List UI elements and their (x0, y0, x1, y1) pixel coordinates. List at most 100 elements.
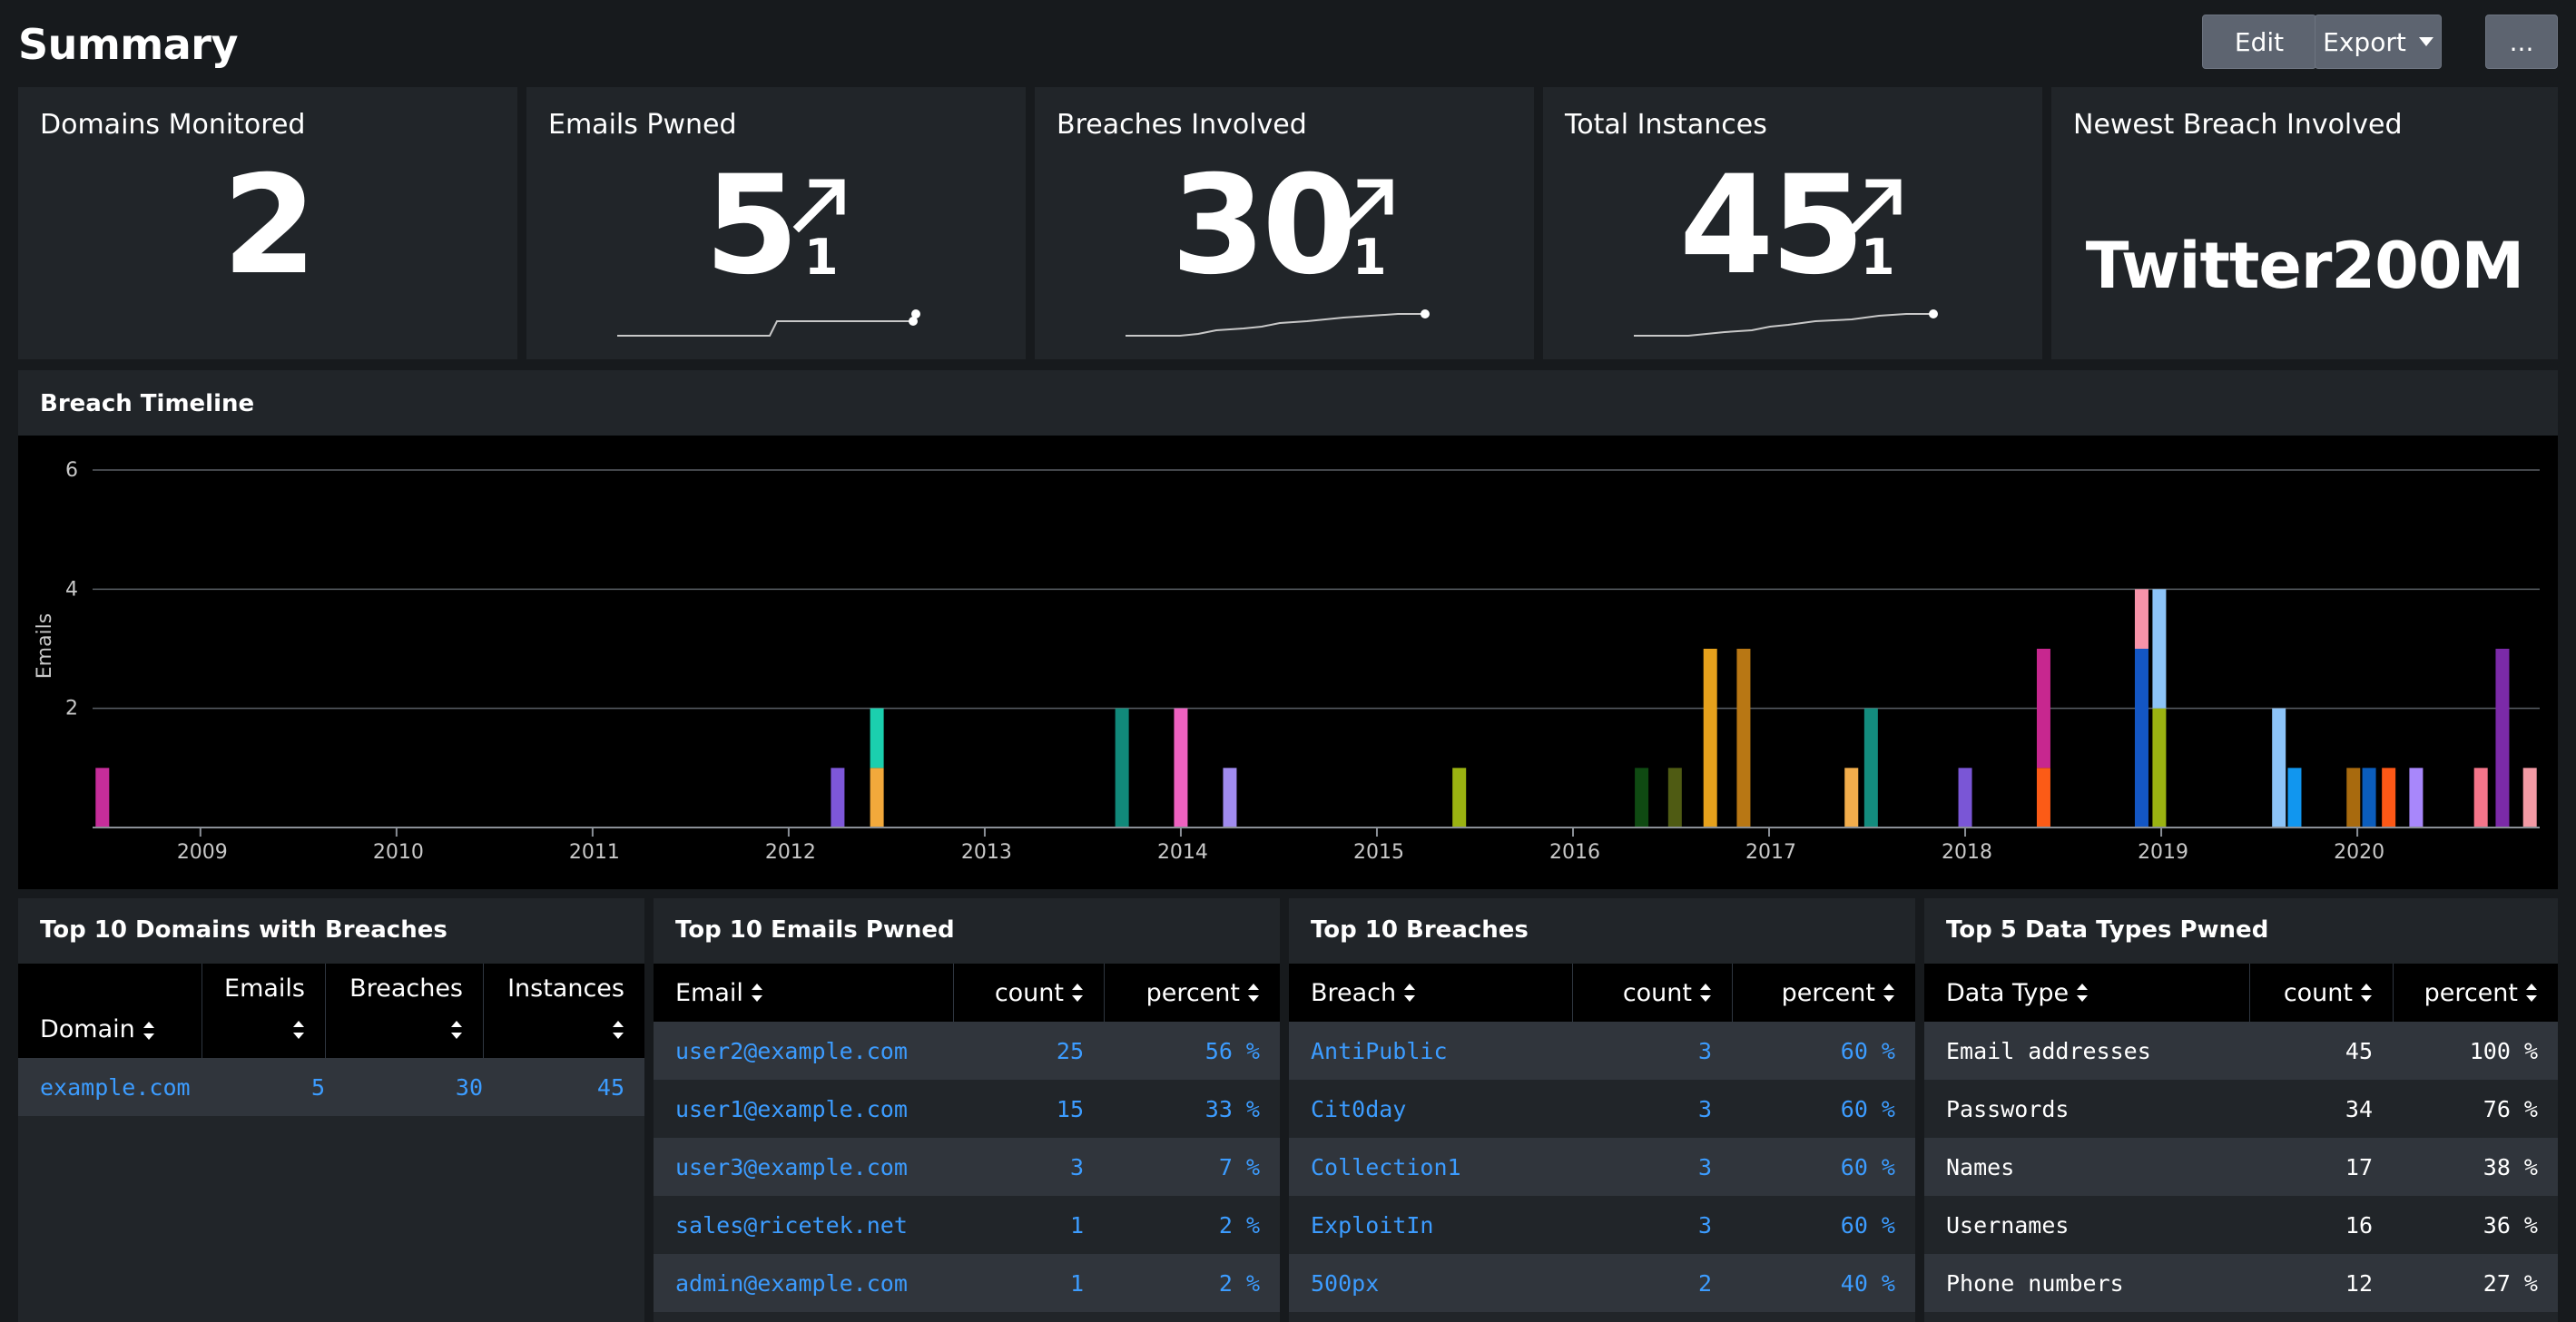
kpi-value: 30 (1171, 147, 1357, 305)
count-cell[interactable]: 15 (1056, 1095, 1084, 1122)
percent-cell[interactable]: 7 % (1218, 1153, 1260, 1180)
percent-cell[interactable]: 56 % (1204, 1037, 1260, 1064)
table-row[interactable]: 500px 2 40 % (1289, 1254, 1915, 1312)
timeline-bar (1703, 649, 1717, 827)
trend-up-arrow-icon (792, 179, 845, 232)
count-cell[interactable]: 1 (1069, 1269, 1084, 1297)
timeline-bar (870, 768, 884, 827)
count-cell[interactable]: 3 (1697, 1037, 1712, 1064)
kpi-title: Breaches Involved (1057, 109, 1307, 141)
email-cell[interactable]: user3@example.com (675, 1153, 908, 1180)
table-row: Usernames 16 36 % (1924, 1196, 2558, 1254)
percent-cell[interactable]: 60 % (1840, 1153, 1895, 1180)
data-type-cell: Passwords (1946, 1095, 2070, 1122)
timeline-bar (1958, 768, 1972, 827)
column-header-data-type[interactable]: Data Type (1946, 964, 2246, 1022)
more-actions-button[interactable]: ... (2485, 15, 2558, 69)
percent-cell[interactable]: 2 % (1218, 1269, 1260, 1297)
breach-cell[interactable]: ExploitIn (1311, 1211, 1434, 1239)
count-cell[interactable]: 3 (1697, 1095, 1712, 1122)
kpi-delta: 1 (1861, 229, 1895, 286)
timeline-bar (1452, 768, 1467, 827)
percent-cell[interactable]: 60 % (1840, 1037, 1895, 1064)
timeline-bar (2382, 768, 2396, 827)
table-header: Email count percent (654, 964, 1280, 1022)
sort-icon (2361, 984, 2372, 1002)
y-tick-label: 6 (65, 459, 78, 482)
column-header-instances[interactable]: Instances (483, 964, 644, 1058)
data-type-cell: Phone numbers (1946, 1269, 2124, 1297)
breach-cell[interactable]: AntiPublic (1311, 1037, 1448, 1064)
table-row[interactable]: example.com 5 30 45 (18, 1058, 644, 1116)
percent-cell[interactable]: 2 % (1218, 1211, 1260, 1239)
count-cell[interactable]: 1 (1069, 1211, 1084, 1239)
table-row[interactable]: user3@example.com 3 7 % (654, 1138, 1280, 1196)
table-row[interactable]: Cit0day 3 60 % (1289, 1080, 1915, 1138)
emails-cell[interactable]: 5 (310, 1073, 325, 1101)
panel-title: Top 10 Domains with Breaches (40, 916, 447, 944)
y-axis-label: Emails (34, 613, 56, 680)
email-cell[interactable]: admin@example.com (675, 1269, 908, 1297)
column-header-breach[interactable]: Breach (1311, 964, 1574, 1022)
export-button[interactable]: Export (2315, 15, 2442, 69)
edit-button[interactable]: Edit (2202, 15, 2316, 69)
column-separator (1572, 964, 1573, 1022)
email-cell[interactable]: user2@example.com (675, 1037, 908, 1064)
y-tick-label: 2 (65, 698, 78, 720)
percent-cell[interactable]: 33 % (1204, 1095, 1260, 1122)
column-separator (2249, 964, 2250, 1022)
column-header-percent[interactable]: percent (1732, 964, 1915, 1022)
timeline-bar (2362, 768, 2376, 827)
column-header-percent[interactable]: percent (2393, 964, 2558, 1022)
column-header-count[interactable]: count (1572, 964, 1732, 1022)
kpi-domains-monitored: Domains Monitored 2 (18, 87, 517, 359)
kpi-delta: 1 (1352, 229, 1387, 286)
sort-icon (143, 1021, 154, 1040)
column-header-email[interactable]: Email (675, 964, 948, 1022)
breach-cell[interactable]: Cit0day (1311, 1095, 1407, 1122)
email-cell[interactable]: user1@example.com (675, 1095, 908, 1122)
export-button-label: Export (2323, 26, 2406, 57)
column-header-label: Breach (1311, 978, 1397, 1007)
more-actions-label: ... (2509, 26, 2534, 57)
x-tick-label: 2014 (1157, 841, 1208, 864)
panel-title: Top 10 Breaches (1311, 916, 1529, 944)
column-header-emails[interactable]: Emails (202, 964, 325, 1058)
breach-cell[interactable]: Collection1 (1311, 1153, 1461, 1180)
count-cell[interactable]: 2 (1697, 1269, 1712, 1297)
table-row[interactable]: user2@example.com 25 56 % (654, 1022, 1280, 1080)
count-cell: 34 (2345, 1095, 2373, 1122)
kpi-title: Newest Breach Involved (2073, 109, 2403, 141)
count-cell[interactable]: 3 (1697, 1153, 1712, 1180)
timeline-bar (2287, 768, 2302, 827)
table-row[interactable]: sales@ricetek.net 1 2 % (654, 1196, 1280, 1254)
breach-cell[interactable]: 500px (1311, 1269, 1380, 1297)
timeline-bar (2346, 768, 2361, 827)
percent-cell[interactable]: 40 % (1840, 1269, 1895, 1297)
percent-cell[interactable]: 60 % (1840, 1095, 1895, 1122)
table-row[interactable]: Collection1 3 60 % (1289, 1138, 1915, 1196)
column-header-percent[interactable]: percent (1104, 964, 1280, 1022)
breaches-cell[interactable]: 30 (455, 1073, 483, 1101)
domain-cell[interactable]: example.com (40, 1073, 191, 1101)
sort-icon (293, 1021, 304, 1039)
table-row[interactable]: ExploitIn 3 60 % (1289, 1196, 1915, 1254)
count-cell[interactable]: 3 (1697, 1211, 1712, 1239)
column-header-breaches[interactable]: Breaches (325, 964, 483, 1058)
column-header-count[interactable]: count (2249, 964, 2393, 1022)
table-row[interactable]: admin@example.com 1 2 % (654, 1254, 1280, 1312)
count-cell[interactable]: 25 (1056, 1037, 1084, 1064)
table-row[interactable]: user1@example.com 15 33 % (654, 1080, 1280, 1138)
x-tick-label: 2017 (1745, 841, 1796, 864)
column-header-domain[interactable]: Domain (40, 964, 218, 1058)
count-cell: 12 (2345, 1269, 2373, 1297)
trend-up-arrow-icon (1849, 179, 1902, 232)
sparkline (1126, 309, 1430, 337)
percent-cell[interactable]: 60 % (1840, 1211, 1895, 1239)
column-header-label: Domain (40, 1015, 135, 1043)
email-cell[interactable]: sales@ricetek.net (675, 1211, 908, 1239)
column-header-count[interactable]: count (953, 964, 1104, 1022)
count-cell[interactable]: 3 (1069, 1153, 1084, 1180)
table-row[interactable]: AntiPublic 3 60 % (1289, 1022, 1915, 1080)
instances-cell[interactable]: 45 (596, 1073, 624, 1101)
